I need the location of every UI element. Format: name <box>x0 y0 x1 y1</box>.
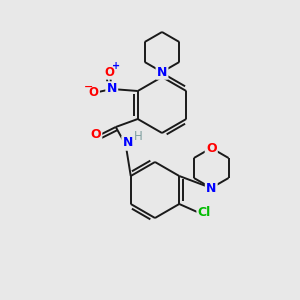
Text: Cl: Cl <box>198 206 211 218</box>
Text: N: N <box>123 136 133 149</box>
Text: H: H <box>134 130 142 143</box>
Text: O: O <box>206 142 217 154</box>
Text: −: − <box>84 82 93 92</box>
Text: N: N <box>206 182 216 194</box>
Text: O: O <box>89 86 99 100</box>
Text: +: + <box>112 61 120 71</box>
Text: O: O <box>90 128 101 142</box>
Text: N: N <box>106 82 117 95</box>
Text: O: O <box>105 65 115 79</box>
Text: N: N <box>157 65 167 79</box>
